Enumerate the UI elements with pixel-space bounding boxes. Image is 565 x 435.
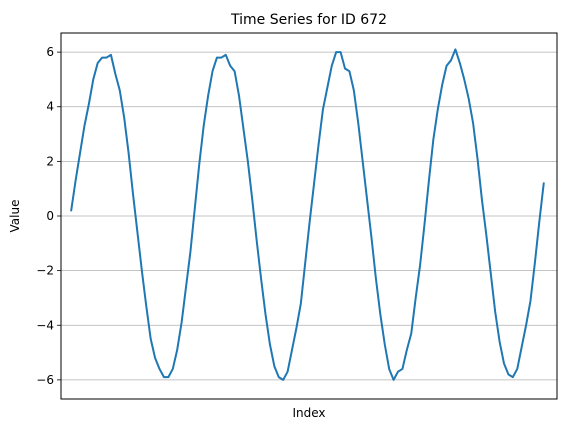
y-tick-label: −2 — [36, 264, 54, 278]
y-tick-label: 4 — [46, 100, 54, 114]
series-line — [70, 48, 545, 381]
y-tick-label: −4 — [36, 318, 54, 332]
y-tick-label: 2 — [46, 154, 54, 168]
y-axis-ticks: −6 −4 −2 0 2 4 6 — [36, 45, 61, 387]
y-tick-label: −6 — [36, 373, 54, 387]
y-tick-label: 0 — [46, 209, 54, 223]
y-gridlines — [61, 51, 557, 381]
x-axis-label: Index — [292, 406, 325, 420]
y-axis-label: Value — [8, 200, 22, 233]
y-tick-label: 6 — [46, 45, 54, 59]
chart-title: Time Series for ID 672 — [230, 12, 387, 28]
plot-frame — [60, 32, 558, 400]
